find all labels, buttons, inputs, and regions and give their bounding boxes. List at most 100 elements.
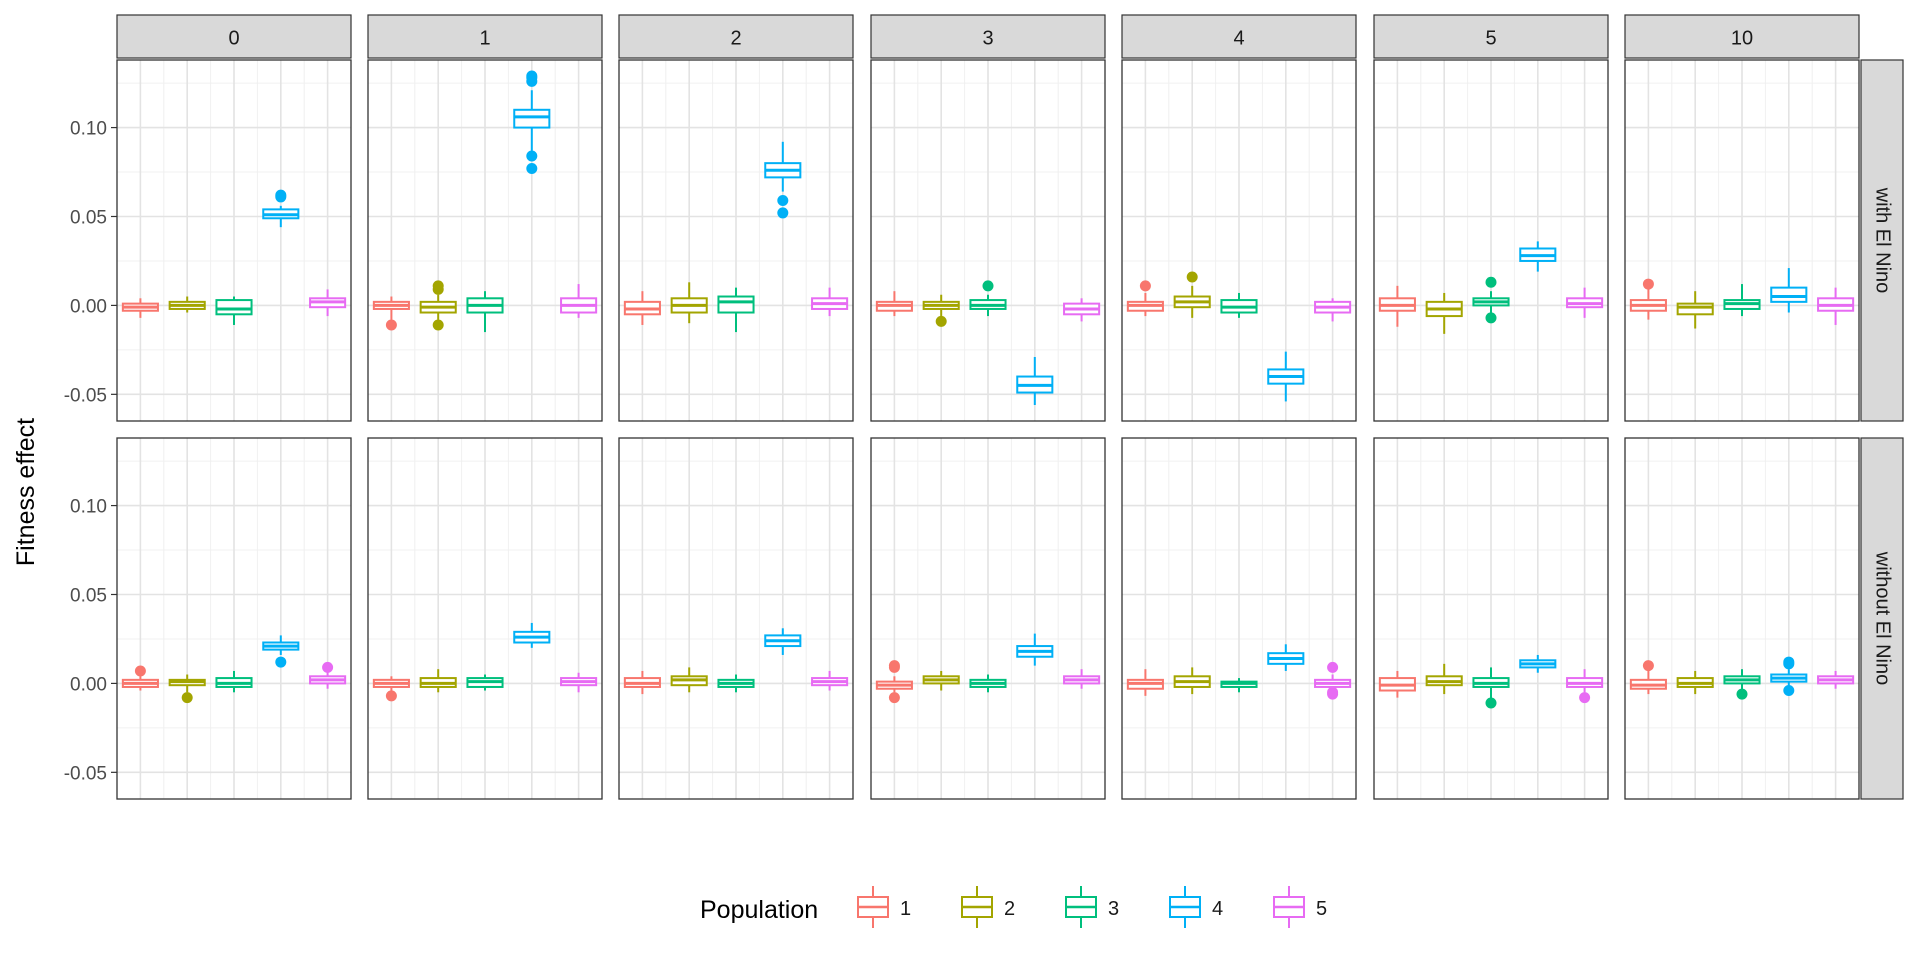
outlier-point: [1642, 278, 1654, 290]
facet-strip-10: [1624, 14, 1860, 59]
outlier-point: [432, 319, 444, 331]
facet-label: 1: [479, 28, 490, 50]
facet-label: 4: [1233, 28, 1244, 50]
panel-border: [1121, 437, 1357, 800]
panel-border: [1373, 437, 1609, 800]
outlier-point: [385, 319, 397, 331]
panel: [870, 59, 1106, 422]
outlier-point: [1783, 685, 1795, 697]
y-tick-label: 0.10: [70, 119, 107, 140]
panel-border: [618, 437, 854, 800]
outlier-point: [1783, 656, 1795, 668]
legend-key-1: 1: [857, 886, 911, 928]
facet-strip-0: [116, 14, 352, 59]
facet-label: 0: [228, 28, 239, 50]
panel: [116, 437, 352, 800]
legend-key-4: 4: [1169, 886, 1223, 928]
box: [1676, 302, 1714, 316]
outlier-point: [1642, 660, 1654, 672]
panel-grid: 0 1 2 3 4 5 10 with El Nino without El Nino -0.05…: [64, 14, 1904, 800]
outlier-point: [1485, 312, 1497, 324]
panel: [618, 437, 854, 800]
outlier-point: [134, 665, 146, 677]
panel: [1121, 437, 1357, 800]
box: [1770, 286, 1808, 303]
outlier-point: [432, 280, 444, 292]
panel-border: [870, 437, 1106, 800]
legend-key-5: 5: [1273, 886, 1327, 928]
outlier-point: [181, 692, 193, 704]
outlier-point: [1579, 692, 1591, 704]
panel: [618, 59, 854, 422]
panel: [1373, 437, 1609, 800]
panel-border: [1624, 59, 1860, 422]
outlier-point: [1327, 661, 1339, 673]
panel: [367, 437, 603, 800]
y-tick-label: 0.10: [70, 497, 107, 518]
outlier-point: [982, 280, 994, 292]
facet-label: 3: [982, 28, 993, 50]
box: [513, 108, 551, 129]
panel: [116, 59, 352, 422]
outlier-point: [526, 150, 538, 162]
y-axis-title: Fitness effect: [12, 418, 40, 566]
panel: [1121, 59, 1357, 422]
facet-strip-5: [1373, 14, 1609, 59]
y-tick-label: -0.05: [64, 763, 107, 784]
outlier-point: [777, 194, 789, 206]
facet-strip-4: [1121, 14, 1357, 59]
legend-key-3: 3: [1065, 886, 1119, 928]
facet-strip-3: [870, 14, 1106, 59]
outlier-point: [777, 207, 789, 219]
legend-label: 1: [900, 898, 911, 920]
legend-label: 4: [1212, 898, 1223, 920]
panel-border: [1624, 437, 1860, 800]
outlier-point: [888, 692, 900, 704]
legend: Population 1 2 3 4 5: [700, 886, 1327, 928]
panel: [1624, 59, 1860, 422]
outlier-point: [888, 660, 900, 672]
panel-border: [870, 59, 1106, 422]
outlier-point: [385, 690, 397, 702]
facet-strip-2: [618, 14, 854, 59]
legend-label: 5: [1316, 898, 1327, 920]
panel-border: [1121, 59, 1357, 422]
legend-label: 2: [1004, 898, 1015, 920]
panel: [1624, 437, 1860, 800]
panel: [1373, 59, 1609, 422]
outlier-point: [1485, 697, 1497, 709]
panel: [367, 59, 603, 422]
outlier-point: [526, 70, 538, 82]
panel-border: [116, 59, 352, 422]
y-tick-label: 0.05: [70, 585, 107, 606]
panel: [870, 437, 1106, 800]
y-tick-label: 0.00: [70, 674, 107, 695]
outlier-point: [1327, 688, 1339, 700]
row-strip: [1860, 437, 1904, 800]
panel-border: [367, 437, 603, 800]
row-facet-label: with El Nino: [1872, 187, 1894, 294]
facet-strip-1: [367, 14, 603, 59]
legend-key-2: 2: [961, 886, 1015, 928]
facet-label: 10: [1731, 28, 1753, 50]
facet-label: 2: [730, 28, 741, 50]
row-strip: [1860, 59, 1904, 422]
outlier-point: [275, 656, 287, 668]
panel-border: [618, 59, 854, 422]
outlier-point: [275, 189, 287, 201]
y-tick-label: 0.05: [70, 207, 107, 228]
outlier-point: [526, 162, 538, 174]
facet-label: 5: [1485, 28, 1496, 50]
panel-border: [1373, 59, 1609, 422]
box: [215, 299, 253, 316]
box: [717, 295, 755, 314]
panel-border: [367, 59, 603, 422]
panel-border: [116, 437, 352, 800]
y-tick-label: -0.05: [64, 385, 107, 406]
outlier-point: [935, 315, 947, 327]
row-facet-label: without El Nino: [1872, 551, 1894, 685]
outlier-point: [1485, 276, 1497, 288]
outlier-point: [1186, 271, 1198, 283]
outlier-point: [322, 661, 334, 673]
